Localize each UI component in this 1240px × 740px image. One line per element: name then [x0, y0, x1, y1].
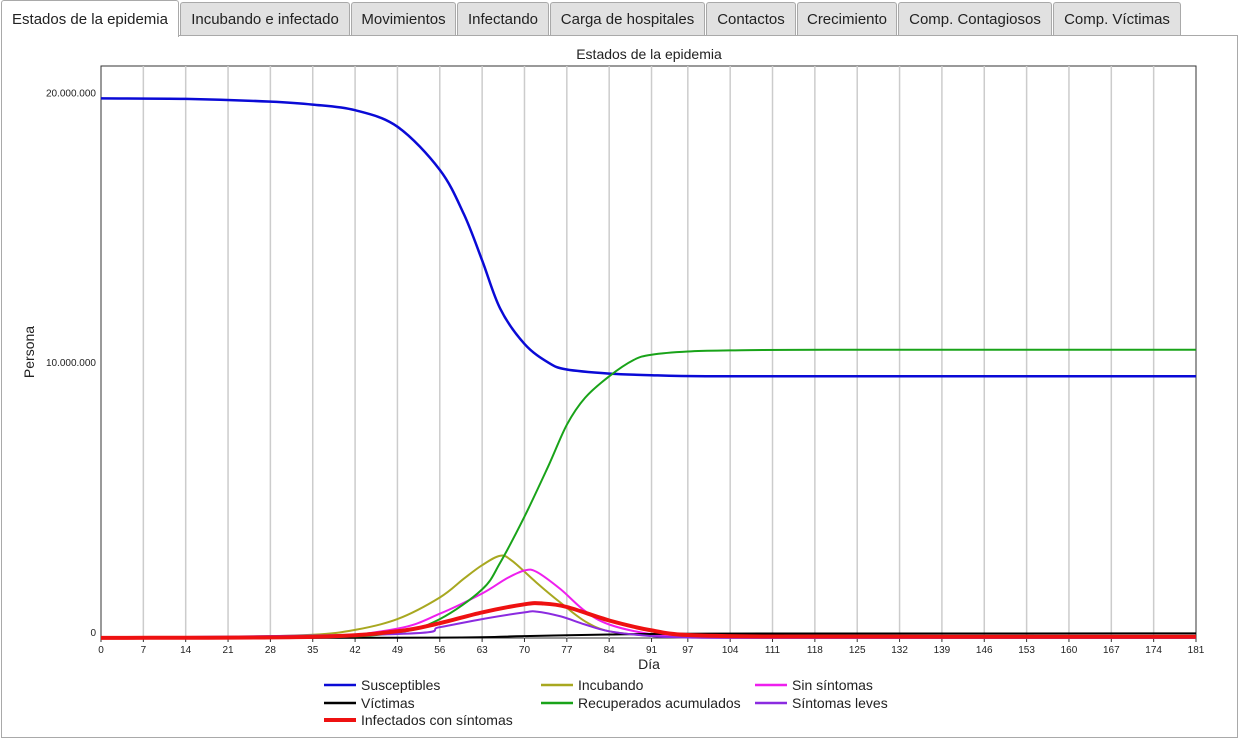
- legend-label-victimas: Víctimas: [361, 695, 415, 711]
- x-tick-label: 118: [807, 645, 823, 656]
- legend-label-sin-sintomas: Sin síntomas: [792, 677, 873, 693]
- y-tick-label: 0: [90, 628, 96, 639]
- x-tick-label: 70: [519, 645, 531, 656]
- x-tick-label: 160: [1061, 645, 1078, 656]
- x-tick-label: 0: [98, 645, 104, 656]
- x-tick-label: 28: [265, 645, 277, 656]
- x-tick-label: 77: [561, 645, 573, 656]
- legend-label-incubando: Incubando: [578, 677, 644, 693]
- x-tick-label: 167: [1103, 645, 1120, 656]
- tab-incubando-e-infectado[interactable]: Incubando e infectado: [180, 2, 350, 35]
- x-tick-label: 21: [222, 645, 234, 656]
- legend-label-infectados-con-sintomas: Infectados con síntomas: [361, 712, 513, 728]
- x-tick-label: 104: [722, 645, 739, 656]
- x-tick-label: 146: [976, 645, 993, 656]
- legend-label-sintomas-leves: Síntomas leves: [792, 695, 888, 711]
- x-axis-ticks: 0 7 14 21 28 35 42 49 56 63 70 77 84 91 97 104 111 118 125…: [98, 638, 1205, 656]
- x-tick-label: 132: [891, 645, 908, 656]
- x-tick-label: 49: [392, 645, 404, 656]
- x-tick-label: 125: [849, 645, 866, 656]
- x-tick-label: 97: [682, 645, 694, 656]
- tab-comp-contagiosos[interactable]: Comp. Contagiosos: [898, 2, 1052, 35]
- x-tick-label: 56: [434, 645, 446, 656]
- x-tick-label: 111: [765, 645, 781, 656]
- y-tick-label: 20.000.000: [46, 88, 96, 99]
- tab-estados-de-la-epidemia[interactable]: Estados de la epidemia: [1, 0, 179, 37]
- y-axis-label: Persona: [21, 326, 37, 378]
- x-tick-label: 153: [1018, 645, 1035, 656]
- series-line-infectados-con-sintomas: [100, 601, 1196, 640]
- x-tick-label: 174: [1145, 645, 1162, 656]
- chart-title: Estados de la epidemia: [576, 46, 722, 62]
- x-tick-label: 139: [934, 645, 951, 656]
- tab-comp-victimas[interactable]: Comp. Víctimas: [1053, 2, 1181, 35]
- plot-area: [100, 65, 1197, 639]
- x-tick-label: 84: [604, 645, 616, 656]
- series-line-victimas: [100, 632, 1197, 639]
- tab-carga-de-hospitales[interactable]: Carga de hospitales: [550, 2, 705, 35]
- tab-crecimiento[interactable]: Crecimiento: [797, 2, 897, 35]
- y-tick-label: 10.000.000: [46, 358, 96, 369]
- y-axis-ticks: 0 10.000.000 20.000.000: [46, 88, 97, 639]
- x-tick-label: 63: [477, 645, 489, 656]
- legend-label-susceptibles: Susceptibles: [361, 677, 440, 693]
- x-tick-label: 7: [141, 645, 147, 656]
- x-tick-label: 35: [307, 645, 319, 656]
- x-tick-label: 14: [180, 645, 192, 656]
- tab-bar: Estados de la epidemia Incubando e infec…: [0, 0, 1240, 37]
- chart-legend: Susceptibles Incubando Sin síntomas Víctima…: [324, 677, 888, 728]
- x-tick-label: 181: [1188, 645, 1205, 656]
- series-line-susceptibles: [100, 97, 1196, 378]
- tab-movimientos[interactable]: Movimientos: [351, 2, 456, 35]
- x-tick-label: 91: [646, 645, 658, 656]
- legend-label-recuperados-acumulados: Recuperados acumulados: [578, 695, 741, 711]
- tab-contactos[interactable]: Contactos: [706, 2, 796, 35]
- tab-infectando[interactable]: Infectando: [457, 2, 549, 35]
- x-tick-label: 42: [350, 645, 362, 656]
- x-axis-label: Día: [638, 656, 660, 672]
- series-lines: [100, 97, 1197, 640]
- gridlines: [142, 66, 1155, 638]
